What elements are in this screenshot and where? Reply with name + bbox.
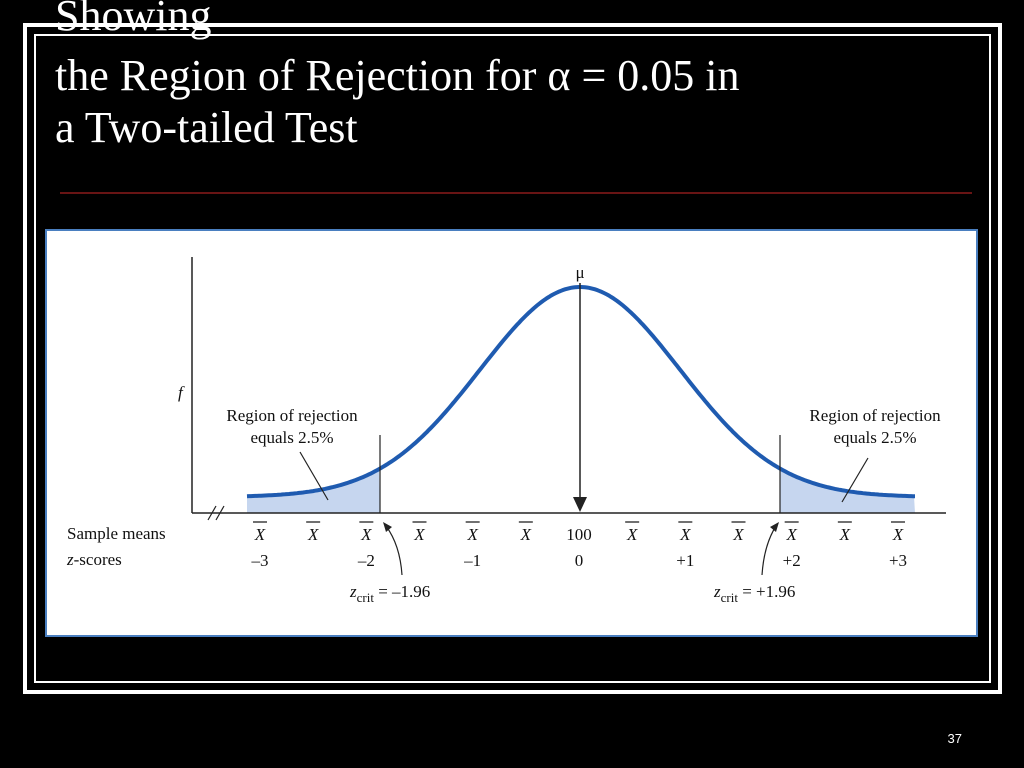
- sample-mean-label: X: [307, 525, 319, 544]
- page-number: 37: [948, 731, 962, 746]
- z-crit-value: = –1.96: [374, 582, 430, 601]
- sample-mean-label: X: [466, 525, 478, 544]
- axis-break: [207, 505, 217, 521]
- inner-border: [34, 34, 991, 683]
- region-label: Region of rejection: [809, 406, 941, 425]
- z-score-label: +3: [889, 551, 907, 570]
- z-crit-label: zcrit = –1.96: [349, 582, 430, 605]
- sample-mean-label: X: [892, 525, 904, 544]
- crit-arrowhead: [770, 522, 779, 532]
- mean-arrowhead: [573, 497, 587, 512]
- z-crit-value: = +1.96: [738, 582, 795, 601]
- crit-arrowhead: [383, 522, 392, 532]
- figure-panel: [45, 229, 978, 637]
- outer-border: [23, 23, 1002, 694]
- z-score-label: +1: [676, 551, 694, 570]
- rejection-area: [780, 468, 915, 513]
- title-line: Showing: [55, 0, 211, 40]
- row-label: Sample means: [67, 524, 166, 543]
- sample-mean-label: X: [732, 525, 744, 544]
- z-score-label: +2: [783, 551, 801, 570]
- sample-mean-label: X: [839, 525, 851, 544]
- sample-mean-label: X: [679, 525, 691, 544]
- sample-mean-label: X: [520, 525, 532, 544]
- z-score-label: –3: [251, 551, 269, 570]
- axis-break: [215, 505, 225, 521]
- z-crit-subscript: crit: [357, 590, 375, 605]
- z-crit-label: zcrit = +1.96: [713, 582, 795, 605]
- z-crit-subscript: crit: [721, 590, 739, 605]
- sample-mean-label: X: [360, 525, 372, 544]
- z-score-label: –1: [463, 551, 481, 570]
- leader-line: [841, 457, 869, 503]
- sample-mean-label: X: [785, 525, 797, 544]
- row-label-italic: z: [66, 550, 74, 569]
- z-score-label: 0: [575, 551, 584, 570]
- sample-mean-label: X: [626, 525, 638, 544]
- z-crit-symbol: z: [713, 582, 721, 601]
- mean-symbol: μ: [575, 263, 584, 282]
- region-label: Region of rejection: [226, 406, 358, 425]
- title-line: the Region of Rejection for α = 0.05 in: [55, 51, 740, 100]
- sample-mean-label: X: [254, 525, 266, 544]
- region-label: equals 2.5%: [833, 428, 916, 447]
- region-label: equals 2.5%: [250, 428, 333, 447]
- figure: μ f Region of rejection equals 2.5% Regi…: [66, 257, 946, 605]
- title-line: a Two-tailed Test: [55, 103, 358, 152]
- z-score-label: –2: [357, 551, 375, 570]
- normal-curve: [246, 285, 915, 499]
- z-crit-symbol: z: [349, 582, 357, 601]
- row-label: z-scores: [66, 550, 122, 569]
- leader-line: [299, 451, 329, 501]
- sample-mean-label: X: [413, 525, 425, 544]
- row-label-rest: -scores: [74, 550, 122, 569]
- sample-mean-label: 100: [566, 525, 592, 544]
- y-axis-label: f: [178, 383, 185, 402]
